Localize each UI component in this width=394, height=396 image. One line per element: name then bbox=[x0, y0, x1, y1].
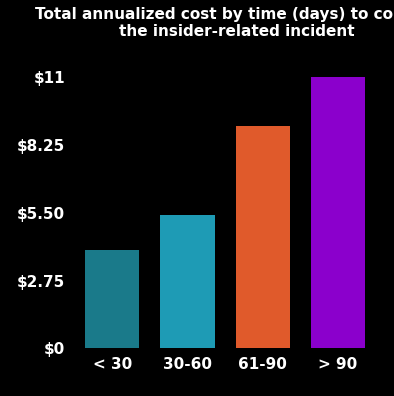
Bar bbox=[236, 126, 290, 348]
Bar bbox=[160, 215, 215, 348]
Bar bbox=[311, 77, 365, 348]
Title: Total annualized cost by time (days) to contain
the insider-related incident: Total annualized cost by time (days) to … bbox=[35, 7, 394, 40]
Bar bbox=[85, 250, 139, 348]
